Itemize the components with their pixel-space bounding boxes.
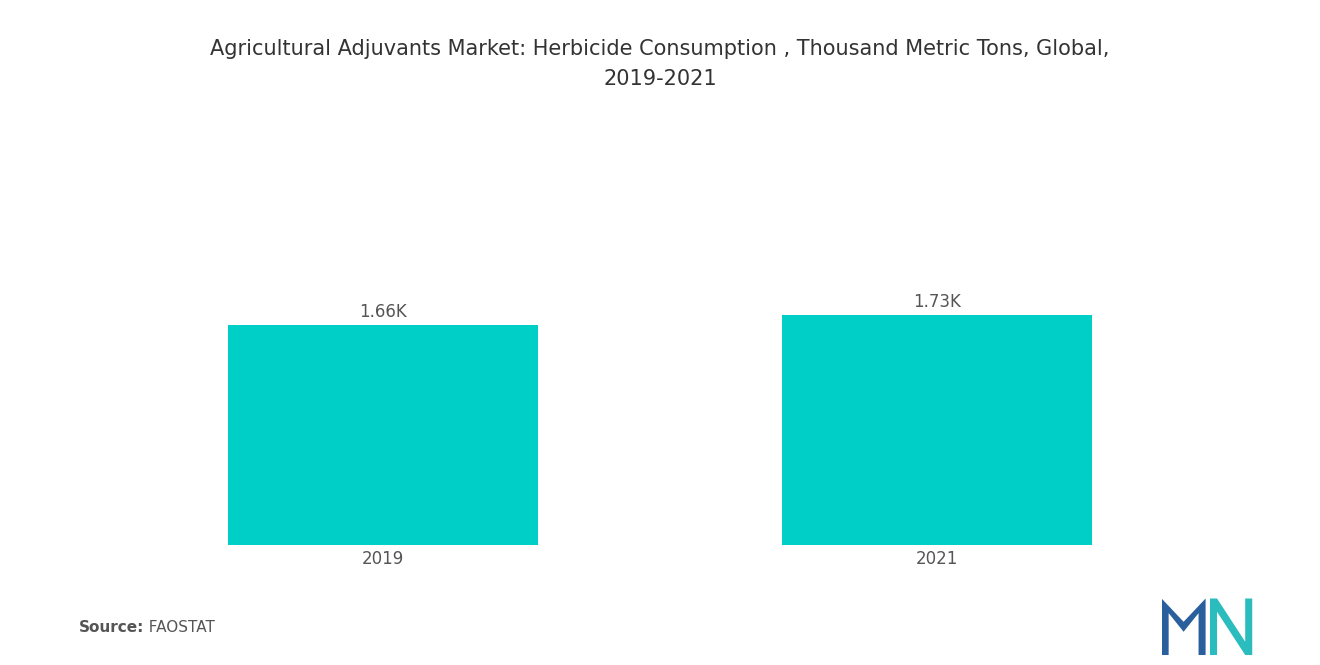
Bar [227, 325, 539, 545]
Text: FAOSTAT: FAOSTAT [139, 620, 214, 635]
Text: 1.66K: 1.66K [359, 303, 407, 321]
Polygon shape [1162, 598, 1205, 655]
Title: Agricultural Adjuvants Market: Herbicide Consumption , Thousand Metric Tons, Glo: Agricultural Adjuvants Market: Herbicide… [210, 39, 1110, 89]
Polygon shape [1210, 598, 1253, 655]
Bar [781, 315, 1093, 545]
Text: 1.73K: 1.73K [913, 293, 961, 311]
Text: Source:: Source: [79, 620, 145, 635]
